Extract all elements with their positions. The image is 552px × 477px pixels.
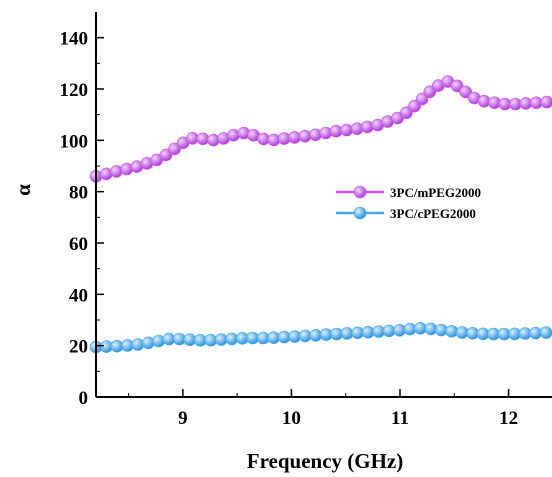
data-point [519,97,533,110]
data-point [466,326,479,340]
data-point [298,129,312,143]
y-tick-label: 80 [69,183,88,204]
data-point [529,96,543,110]
data-point [529,326,542,340]
series-1 [89,321,552,354]
data-point [393,323,406,337]
data-point [256,331,270,345]
data-point [227,128,240,142]
legend-label: 3PC/cPEG2000 [390,206,476,221]
data-point [329,124,343,138]
x-axis-title: Frequency (GHz) [247,449,404,473]
data-point [267,133,281,147]
data-point [350,122,364,135]
data-point [351,326,364,340]
legend-marker [353,206,367,220]
data-point [498,97,512,111]
legend: 3PC/mPEG2000 3PC/cPEG2000 [336,185,481,221]
data-point [382,324,396,338]
x-tick-label: 10 [282,408,301,429]
y-tick-label: 40 [69,285,88,306]
data-point [361,325,375,339]
data-point [196,132,210,146]
data-point [340,327,354,340]
data-point [434,323,448,337]
y-axis-title: α [11,184,35,196]
data-point [423,85,437,98]
data-point [142,336,155,350]
series-0 [89,75,552,183]
data-point [110,339,124,353]
data-point [100,340,113,353]
data-point [152,334,165,348]
data-point [414,321,427,335]
data-point [298,329,312,343]
data-point [159,148,173,162]
data-point [183,333,197,347]
data-point [319,328,333,341]
x-tick-label: 9 [178,408,188,429]
data-point [110,165,123,178]
data-point [168,142,181,156]
axes: 0 20 40 60 80 100 120 140 9 10 11 12 [60,12,552,429]
y-tick-label: 20 [69,337,88,358]
data-point [194,333,207,347]
data-point [415,92,429,106]
data-point [162,332,176,346]
y-tick-label: 100 [60,131,89,152]
data-point [277,330,291,344]
y-tick-label: 120 [60,80,89,101]
data-point [518,327,532,340]
data-point [445,324,459,338]
data-point [403,322,417,336]
data-point [319,126,333,140]
data-point [497,327,511,341]
x-tick-label: 11 [391,408,409,429]
data-point [330,327,343,341]
data-point [450,79,464,93]
data-point [288,131,301,144]
y-tick-label: 140 [60,29,89,50]
data-point [215,333,228,346]
series-layer [89,75,552,354]
data-point [508,327,521,341]
data-point [360,120,374,134]
x-tick-label: 12 [499,408,518,429]
data-point [131,338,145,351]
data-point [488,96,501,109]
data-point [476,327,490,341]
data-point [225,332,239,346]
data-point [477,94,491,108]
y-tick-label: 0 [79,388,89,409]
y-tick-label: 60 [69,234,88,255]
data-point [340,123,353,137]
data-point [204,333,218,347]
data-point [267,331,281,345]
data-point [309,128,322,142]
data-point [277,132,291,145]
legend-marker [353,185,367,199]
data-point [540,95,552,109]
data-point [288,330,302,343]
legend-label: 3PC/mPEG2000 [390,185,481,200]
data-point [459,85,473,99]
data-point [539,326,552,339]
